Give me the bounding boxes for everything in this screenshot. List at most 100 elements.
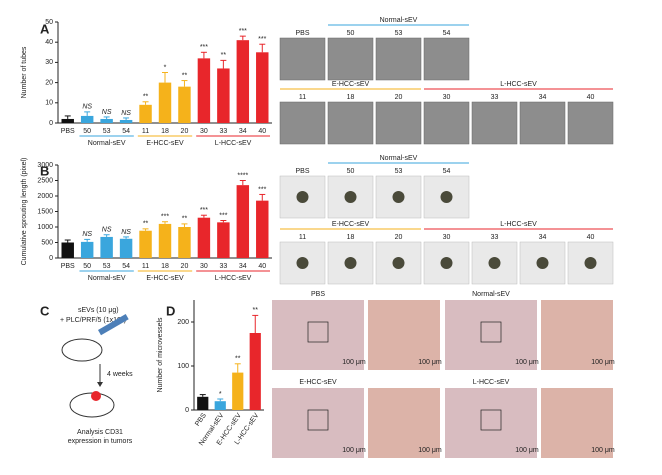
x-tick-label: 30 [200,263,208,270]
y-axis-label: Cumulative sprouting length (pixel) [21,158,28,266]
schematic-text: expression in tumors [68,438,133,445]
significance-label: NS [121,229,131,236]
x-tick-label: 30 [200,128,208,135]
scale-bar-label: 100 μm [418,447,442,454]
micrograph-label: 40 [587,94,595,101]
x-tick-label: 18 [161,128,169,135]
y-tick-label: 2000 [37,193,53,200]
schematic-text: sEVs (10 μg) [78,307,119,314]
bar [178,227,191,258]
micrograph [279,101,326,145]
significance-label: ** [235,356,241,363]
spheroid [392,191,405,203]
zoom-box [480,321,502,343]
significance-label: NS [121,110,131,117]
x-tick-label: 53 [103,128,111,135]
micrograph-label: 33 [491,94,499,101]
micrograph [327,37,374,81]
y-tick-label: 100 [177,363,189,370]
panel-letter: C [40,303,50,318]
schematic-text: Analysis CD31 [77,429,123,436]
significance-label: * [164,64,167,71]
micrograph-label: 20 [395,94,403,101]
micrograph-label: 50 [347,168,355,175]
micrograph-label: PBS [295,30,309,37]
panel-letter: B [40,163,49,178]
significance-label: ** [221,52,227,59]
y-tick-label: 10 [45,100,53,107]
significance-label: ** [143,94,149,101]
micrograph-label: 11 [299,94,306,101]
y-tick-label: 30 [45,59,53,66]
spheroid [392,257,405,269]
bar [197,58,211,123]
spheroid [296,191,309,203]
x-tick-label: 11 [142,128,149,135]
x-tick-label: PBS [61,263,75,270]
x-tick-label: PBS [194,412,208,428]
spheroid [440,257,453,269]
spheroid [488,257,501,269]
x-tick-label: 54 [122,263,130,270]
bar [217,222,230,258]
micrograph-label: E-HCC-sEV [299,379,337,386]
y-tick-label: 2500 [37,177,53,184]
bar [197,217,211,258]
micrograph [519,101,566,145]
x-tick-label: 34 [239,128,247,135]
micrograph-zoom [541,300,613,370]
bar [119,238,133,258]
bar [158,223,172,258]
scale-bar-label: 100 μm [591,359,615,366]
micrograph-label: 18 [347,94,355,101]
bar [214,401,226,410]
scale-bar-label: 100 μm [418,359,442,366]
micrograph-label: 33 [491,234,499,241]
x-tick-label: 20 [181,263,189,270]
bar [232,372,244,410]
significance-label: *** [239,28,247,35]
bar [139,230,152,258]
zoom-box [307,321,329,343]
group-label: Normal-sEV [88,140,126,147]
x-tick-label: 54 [122,128,130,135]
micrograph-label: 18 [347,234,355,241]
bar [100,118,113,123]
scale-bar-label: 100 μm [515,359,539,366]
group-label: Normal-sEV [88,275,126,282]
micrograph-label: 50 [347,30,355,37]
y-axis-label: Number of tubes [21,46,28,98]
y-tick-label: 40 [45,39,53,46]
significance-label: ** [253,307,259,314]
significance-label: *** [258,186,266,193]
x-tick-label: 11 [142,263,149,270]
zoom-box [480,409,502,431]
significance-label: *** [258,36,266,43]
micrograph-label: 30 [443,94,451,101]
x-tick-label: 40 [258,263,266,270]
bar [256,200,269,258]
micrograph-zoom [368,300,440,370]
bar [61,242,74,258]
x-tick-label: 53 [103,263,111,270]
micrograph-header: L-HCC-sEV [500,221,537,228]
panel-letter: A [40,21,50,36]
micrograph [567,101,614,145]
y-tick-label: 0 [49,255,53,262]
scale-bar-label: 100 μm [342,447,366,454]
micrograph-label: L-HCC-sEV [473,379,510,386]
x-tick-label: 50 [83,263,91,270]
x-tick-label: 50 [83,128,91,135]
micrograph [445,388,537,458]
bar [217,68,230,123]
micrograph-label: PBS [295,168,309,175]
micrograph [375,37,422,81]
micrograph [327,101,374,145]
y-tick-label: 200 [177,319,189,326]
group-label: E-HCC-sEV [146,275,184,282]
tumor-icon [91,391,101,401]
scale-bar-label: 100 μm [515,447,539,454]
y-tick-label: 50 [45,19,53,26]
x-tick-label: PBS [61,128,75,135]
significance-label: NS [102,109,112,116]
